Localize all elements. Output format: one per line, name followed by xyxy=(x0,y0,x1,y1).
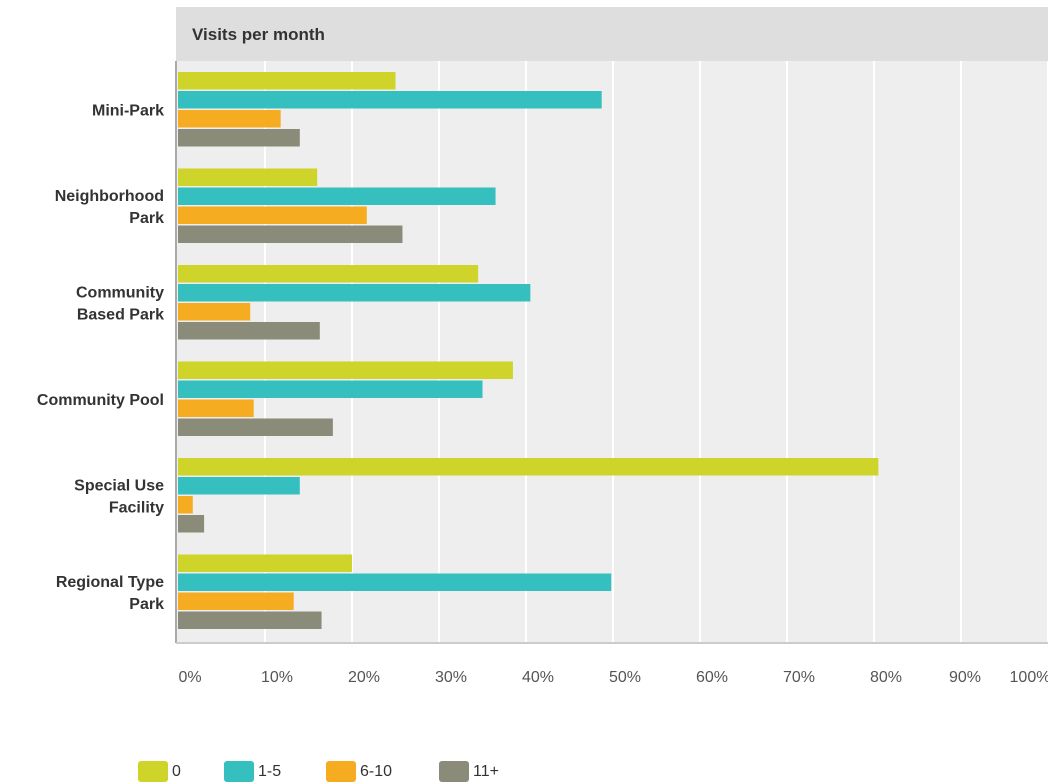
bar xyxy=(178,554,352,572)
category-label: Community xyxy=(76,284,164,301)
tick-label: 40% xyxy=(522,669,554,686)
bar xyxy=(178,206,367,224)
tick-label: 90% xyxy=(949,669,981,686)
bar xyxy=(178,322,320,340)
legend-label: 1-5 xyxy=(258,763,281,780)
bar xyxy=(178,380,483,398)
bars xyxy=(178,72,879,629)
tick-label: 70% xyxy=(783,669,815,686)
category-label: Community Pool xyxy=(37,392,164,409)
bar xyxy=(178,91,602,109)
tick-label: 0% xyxy=(178,669,201,686)
category-label: Neighborhood xyxy=(55,188,164,205)
legend-swatch xyxy=(224,761,254,782)
category-label: Facility xyxy=(109,499,164,516)
legend-swatch xyxy=(138,761,168,782)
bar xyxy=(178,187,496,205)
tick-label: 20% xyxy=(348,669,380,686)
legend-label: 11+ xyxy=(473,763,499,780)
bar xyxy=(178,265,479,283)
bar xyxy=(178,418,333,436)
legend-label: 0 xyxy=(172,763,181,780)
tick-label: 100% xyxy=(1010,669,1048,686)
bar xyxy=(178,129,300,147)
tick-label: 60% xyxy=(696,669,728,686)
bar xyxy=(178,225,403,243)
category-label: Special Use xyxy=(74,477,164,494)
category-label: Park xyxy=(129,210,164,227)
category-labels: Mini-Park Neighborhood Park Community Based … xyxy=(37,102,164,613)
legend-swatch xyxy=(439,761,469,782)
bar xyxy=(178,168,318,186)
tick-label: 50% xyxy=(609,669,641,686)
bar xyxy=(178,477,300,495)
legend-label: 6-10 xyxy=(360,763,392,780)
legend-swatch xyxy=(326,761,356,782)
bar xyxy=(178,72,396,90)
legend: 0 1-5 6-10 11+ xyxy=(138,761,499,782)
bar xyxy=(178,458,879,476)
bar xyxy=(178,399,254,417)
bar xyxy=(178,303,251,321)
bar xyxy=(178,284,531,302)
category-label: Regional Type xyxy=(56,574,164,591)
category-label: Park xyxy=(129,596,164,613)
x-tick-labels: 0% 10% 20% 30% 40% 50% 60% 70% 80% 90% 100% xyxy=(178,669,1048,686)
tick-label: 80% xyxy=(870,669,902,686)
bar xyxy=(178,361,513,379)
gridlines xyxy=(264,61,1048,643)
bar xyxy=(178,515,205,533)
bar xyxy=(178,592,294,610)
bar xyxy=(178,496,193,514)
bar xyxy=(178,611,322,629)
bar xyxy=(178,110,281,128)
category-label: Based Park xyxy=(77,306,164,323)
category-label: Mini-Park xyxy=(92,102,164,119)
bar xyxy=(178,573,612,591)
chart-header xyxy=(176,7,1048,61)
chart-title: Visits per month xyxy=(192,25,325,44)
tick-label: 10% xyxy=(261,669,293,686)
tick-label: 30% xyxy=(435,669,467,686)
